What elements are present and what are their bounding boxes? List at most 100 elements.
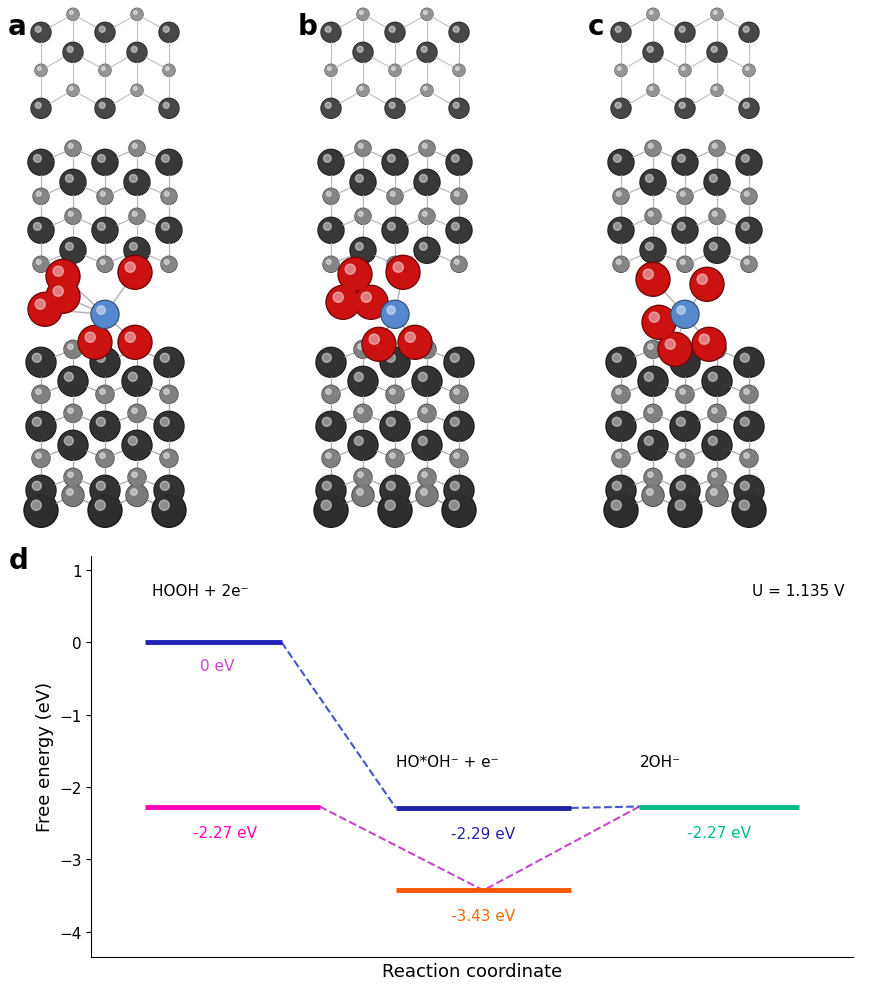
Circle shape	[641, 485, 663, 507]
Circle shape	[363, 330, 395, 361]
Circle shape	[675, 418, 685, 427]
Circle shape	[123, 432, 150, 460]
Circle shape	[415, 239, 439, 263]
Circle shape	[125, 171, 149, 195]
Circle shape	[357, 409, 362, 414]
Circle shape	[163, 103, 169, 109]
Circle shape	[65, 175, 73, 183]
Text: -2.27 eV: -2.27 eV	[192, 825, 256, 840]
Circle shape	[743, 66, 753, 77]
Circle shape	[649, 12, 653, 15]
Circle shape	[675, 482, 685, 491]
Circle shape	[381, 301, 408, 329]
Circle shape	[450, 482, 459, 491]
Circle shape	[678, 65, 690, 77]
Circle shape	[32, 354, 41, 363]
Circle shape	[362, 328, 395, 362]
Circle shape	[693, 330, 724, 361]
Circle shape	[125, 239, 149, 263]
Circle shape	[701, 367, 731, 397]
Circle shape	[649, 87, 653, 91]
Circle shape	[390, 261, 395, 266]
Circle shape	[679, 27, 685, 33]
Circle shape	[128, 341, 146, 359]
Circle shape	[355, 406, 371, 422]
Circle shape	[67, 85, 79, 97]
Circle shape	[47, 282, 78, 313]
Circle shape	[33, 387, 50, 403]
Circle shape	[738, 23, 758, 43]
Circle shape	[131, 10, 143, 21]
Circle shape	[355, 288, 386, 319]
Circle shape	[355, 209, 370, 225]
Circle shape	[355, 175, 363, 183]
Text: d: d	[9, 546, 29, 574]
Circle shape	[614, 27, 620, 33]
Circle shape	[64, 437, 73, 446]
Circle shape	[36, 454, 41, 459]
Circle shape	[32, 100, 50, 118]
Circle shape	[91, 413, 119, 441]
Circle shape	[28, 218, 54, 244]
Circle shape	[707, 341, 725, 359]
Circle shape	[612, 418, 620, 427]
Circle shape	[132, 144, 137, 149]
Circle shape	[321, 23, 341, 43]
Circle shape	[613, 223, 620, 231]
Circle shape	[734, 413, 762, 441]
Circle shape	[646, 489, 653, 496]
Circle shape	[68, 409, 73, 414]
Circle shape	[388, 65, 401, 77]
Circle shape	[96, 258, 113, 273]
Circle shape	[421, 9, 433, 21]
Circle shape	[61, 171, 85, 195]
Circle shape	[69, 144, 73, 149]
Circle shape	[62, 485, 84, 507]
Circle shape	[412, 431, 441, 461]
Circle shape	[673, 219, 696, 243]
Circle shape	[162, 155, 169, 163]
Circle shape	[708, 470, 725, 486]
Circle shape	[607, 150, 634, 176]
Circle shape	[418, 406, 434, 422]
Circle shape	[420, 489, 427, 496]
Circle shape	[355, 209, 370, 224]
Circle shape	[665, 340, 674, 350]
Circle shape	[705, 485, 727, 507]
Circle shape	[419, 243, 427, 252]
Circle shape	[677, 258, 692, 273]
Circle shape	[349, 170, 375, 196]
Circle shape	[99, 65, 111, 77]
Circle shape	[419, 142, 434, 156]
Circle shape	[358, 144, 362, 149]
Circle shape	[745, 68, 748, 71]
Text: U = 1.135 V: U = 1.135 V	[752, 583, 844, 598]
Circle shape	[157, 151, 181, 175]
Circle shape	[451, 189, 466, 204]
Circle shape	[319, 151, 342, 175]
Circle shape	[354, 469, 372, 487]
Circle shape	[640, 171, 664, 195]
Circle shape	[675, 100, 693, 118]
Circle shape	[133, 12, 137, 15]
Circle shape	[607, 218, 634, 244]
Circle shape	[67, 47, 73, 53]
Circle shape	[454, 454, 459, 459]
Text: b: b	[298, 13, 317, 41]
Circle shape	[127, 486, 147, 506]
Circle shape	[355, 142, 370, 156]
Circle shape	[322, 451, 339, 467]
Circle shape	[613, 189, 627, 204]
Circle shape	[33, 451, 50, 467]
Circle shape	[417, 469, 435, 487]
Circle shape	[160, 418, 169, 427]
Circle shape	[88, 494, 122, 528]
Circle shape	[450, 451, 467, 467]
Circle shape	[640, 239, 664, 263]
Circle shape	[153, 495, 184, 526]
Circle shape	[160, 100, 178, 118]
Circle shape	[381, 477, 408, 505]
Circle shape	[453, 66, 464, 77]
Circle shape	[612, 387, 628, 403]
Circle shape	[615, 390, 620, 395]
